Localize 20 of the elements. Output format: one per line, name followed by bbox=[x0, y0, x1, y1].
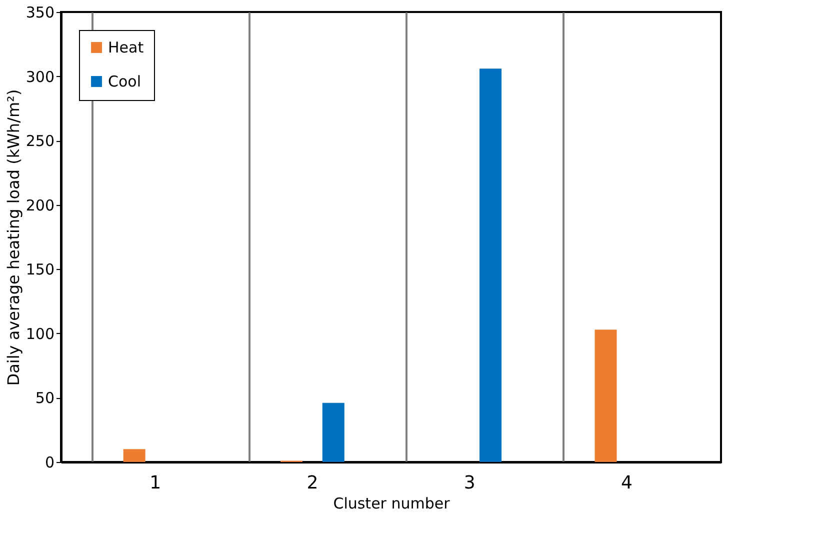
bar bbox=[322, 402, 344, 462]
y-tick-label: 300 bbox=[26, 68, 54, 86]
x-tick-label: 3 bbox=[464, 472, 476, 494]
y-tick-label: 0 bbox=[44, 454, 54, 472]
x-tick-label: 4 bbox=[620, 472, 632, 494]
bar bbox=[594, 330, 617, 462]
bar bbox=[123, 449, 146, 462]
y-axis-title: Daily average heating load (kWh/m²) bbox=[4, 89, 23, 386]
y-tick-label: 150 bbox=[26, 260, 54, 279]
y-tick-label: 200 bbox=[26, 196, 54, 214]
y-tick-label: 100 bbox=[26, 324, 54, 343]
y-tick-label: 250 bbox=[26, 132, 54, 150]
x-tick-label: 2 bbox=[306, 472, 318, 494]
x-tick-label: 1 bbox=[150, 472, 162, 494]
legend-label: Cool bbox=[108, 72, 141, 90]
legend-label: Heat bbox=[108, 38, 144, 56]
y-tick-label: 50 bbox=[35, 389, 54, 408]
y-tick-label: 350 bbox=[26, 4, 54, 22]
x-axis-title: Cluster number bbox=[333, 494, 451, 512]
bar bbox=[480, 68, 502, 462]
